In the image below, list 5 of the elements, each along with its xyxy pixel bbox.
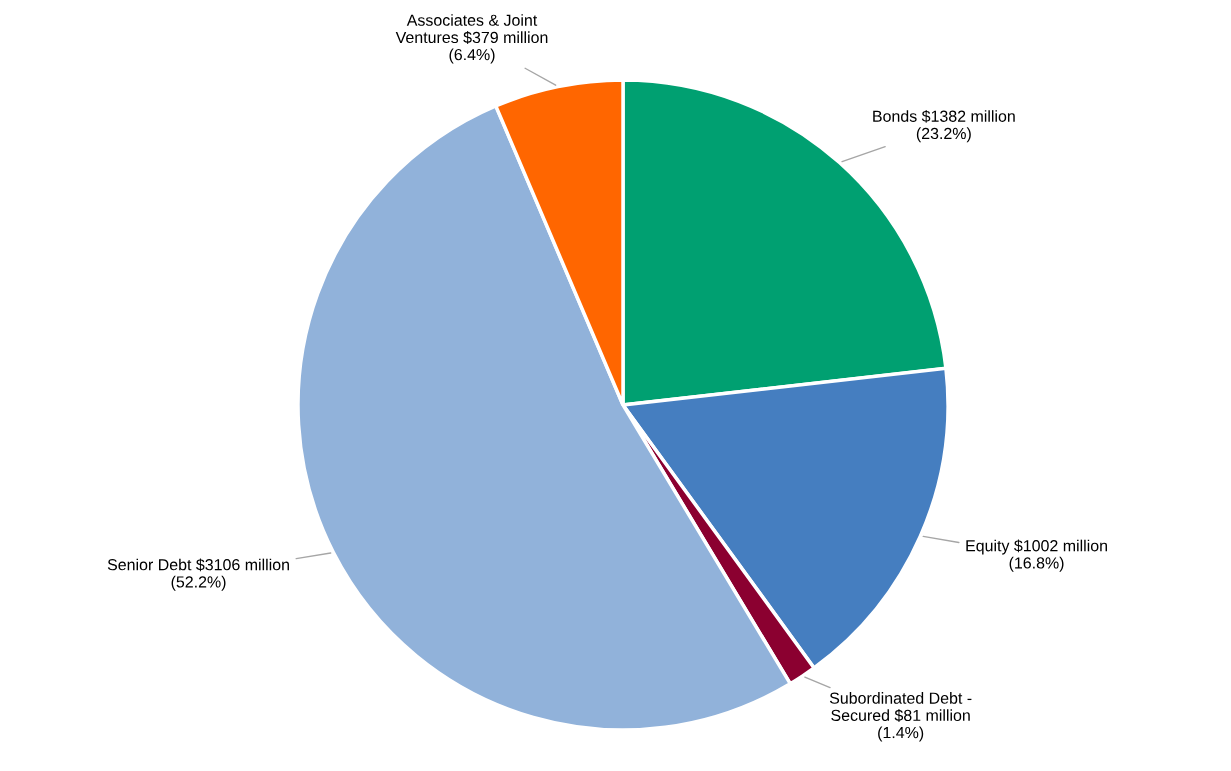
slice-label: Subordinated Debt - Secured $81 million (1.4%) [829,692,972,742]
slice-label: Bonds $1382 million (23.2%) [873,109,1015,143]
slice-label: Associates & Joint Ventures $379 million (6.4%) [395,14,548,64]
slice-label: Equity $1002 million (16.8%) [966,539,1107,572]
slice-label: Senior Debt $3106 million (52.2%) [107,558,289,591]
